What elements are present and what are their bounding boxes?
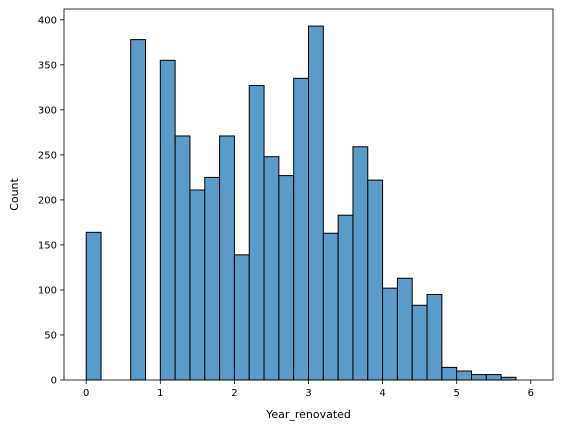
- histogram-bar: [85, 231, 102, 381]
- y-tick-label: 150: [38, 240, 57, 251]
- y-tick-label: 250: [38, 150, 57, 161]
- x-tick-label: 4: [379, 388, 385, 399]
- histogram-bar: [322, 232, 339, 381]
- histogram-bar: [396, 277, 413, 381]
- x-tick-label: 6: [528, 388, 534, 399]
- histogram-bar: [189, 189, 206, 381]
- histogram-bar: [337, 214, 354, 381]
- histogram-bar: [308, 25, 324, 381]
- y-tick-label: 200: [38, 195, 57, 206]
- x-tick-label: 3: [305, 388, 311, 399]
- x-tick-label: 5: [453, 388, 459, 399]
- histogram-bar: [159, 59, 176, 381]
- y-tick-label: 350: [38, 60, 57, 71]
- y-tick-label: 0: [51, 376, 57, 387]
- y-axis-label: Count: [8, 177, 21, 210]
- histogram-bar: [485, 374, 502, 381]
- histogram-bar: [130, 39, 147, 381]
- histogram-bar: [352, 146, 369, 381]
- x-axis-ticks: 0 1 2 3 4 5 6: [83, 380, 534, 399]
- histogram-bar: [248, 85, 265, 381]
- histogram-bar: [382, 287, 398, 381]
- x-tick-label: 1: [157, 388, 163, 399]
- y-tick-label: 100: [38, 285, 57, 296]
- plot-frame: [63, 8, 554, 381]
- x-tick-label: 0: [83, 388, 89, 399]
- histogram-bars: [85, 25, 517, 381]
- histogram-bar: [441, 366, 458, 381]
- histogram-bar: [204, 176, 221, 381]
- y-axis-ticks: 0 50 100 150 200 250 300 350 400: [38, 15, 64, 387]
- histogram-bar: [426, 293, 443, 381]
- histogram-bar: [411, 304, 428, 381]
- y-tick-label: 50: [44, 330, 57, 341]
- histogram-bar: [293, 77, 310, 381]
- x-tick-label: 2: [231, 388, 237, 399]
- histogram-bar: [174, 135, 191, 381]
- histogram-bar: [219, 135, 235, 381]
- histogram-bar: [278, 175, 295, 381]
- histogram-bar: [263, 156, 280, 381]
- y-tick-label: 300: [38, 105, 57, 116]
- x-axis-label: Year_renovated: [265, 408, 351, 421]
- histogram-bar: [471, 374, 487, 381]
- histogram-bar: [233, 254, 250, 381]
- histogram-bar: [367, 179, 384, 381]
- histogram-bar: [456, 370, 473, 381]
- y-tick-label: 400: [38, 15, 57, 26]
- histogram-bar: [500, 376, 517, 381]
